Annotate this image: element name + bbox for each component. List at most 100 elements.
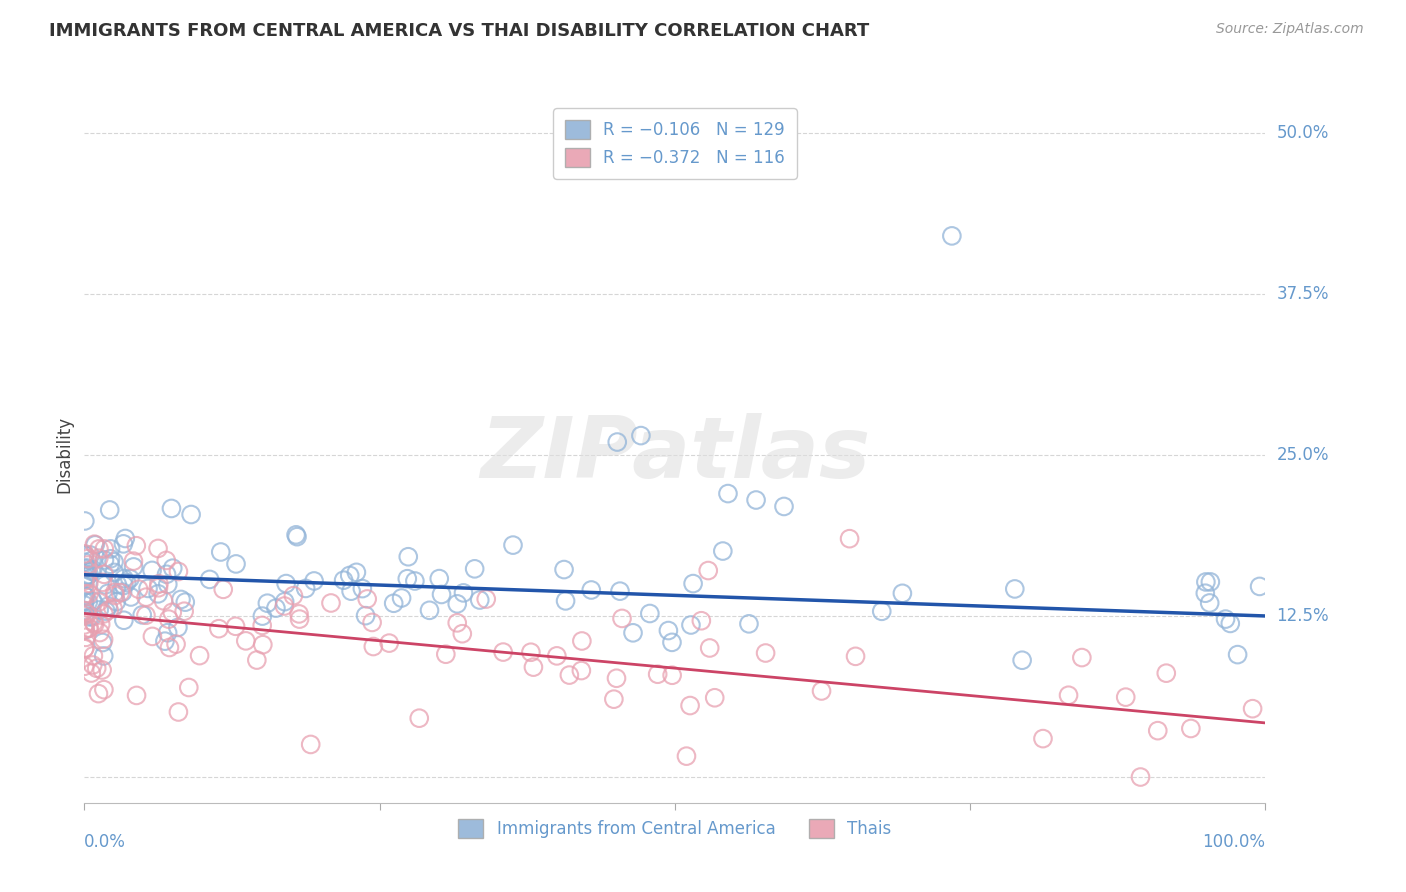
Point [87,687,110,701]
Point [1115,690,1137,705]
Point [250,618,273,632]
Point [717,486,740,500]
Text: 37.5%: 37.5% [1277,285,1329,303]
Point [657,624,679,638]
Point [97,599,120,614]
Point [378,636,401,650]
Point [91,575,114,590]
Point [104,585,127,599]
Point [135,590,157,604]
Point [118,572,141,586]
Point [198,573,221,587]
Point [93,607,115,621]
Point [122,560,145,574]
Point [101,601,124,615]
Point [558,668,581,682]
Point [141,629,163,643]
Point [75,631,97,645]
Point [1146,723,1168,738]
Point [76,568,98,582]
Point [173,604,195,618]
Point [699,640,721,655]
Point [605,671,627,685]
Point [446,597,468,611]
Point [73,547,96,561]
Point [87,551,110,566]
Point [110,585,132,599]
Point [73,589,96,603]
Point [738,616,761,631]
Point [131,607,153,622]
Point [93,567,115,582]
Point [225,619,247,633]
Point [93,632,115,647]
Point [391,591,413,605]
Point [208,622,231,636]
Point [492,645,515,659]
Point [112,613,135,627]
Point [152,593,174,607]
Point [73,608,96,623]
Point [430,587,453,601]
Point [89,625,111,640]
Point [82,594,104,608]
Point [167,705,190,719]
Point [1032,731,1054,746]
Point [711,544,734,558]
Point [77,567,100,582]
Point [94,604,117,618]
Point [844,649,866,664]
Point [1057,688,1080,702]
Point [79,548,101,562]
Text: 100.0%: 100.0% [1202,833,1265,851]
Point [73,604,96,618]
Point [273,599,295,613]
Point [73,641,96,656]
Point [188,648,211,663]
Point [870,604,893,618]
Point [98,603,121,617]
Point [89,603,111,617]
Point [810,684,832,698]
Point [77,622,100,636]
Point [76,558,98,572]
Point [418,603,440,617]
Point [285,528,308,542]
Point [603,692,626,706]
Point [157,612,180,626]
Point [105,577,128,591]
Point [86,661,108,675]
Point [675,749,697,764]
Point [160,501,183,516]
Point [302,574,325,588]
Point [80,666,103,681]
Point [79,621,101,635]
Point [344,566,367,580]
Point [125,689,148,703]
Point [146,541,169,556]
Point [1198,596,1220,610]
Point [690,614,713,628]
Point [77,551,100,566]
Point [209,545,232,559]
Text: Source: ZipAtlas.com: Source: ZipAtlas.com [1216,22,1364,37]
Point [73,659,96,673]
Point [569,664,592,678]
Point [630,428,652,442]
Point [682,576,704,591]
Point [73,579,96,593]
Point [73,640,96,655]
Point [177,681,200,695]
Point [82,657,104,672]
Point [73,561,96,575]
Point [679,618,702,632]
Point [77,576,100,591]
Point [246,653,269,667]
Point [1194,586,1216,600]
Point [264,601,287,615]
Point [274,576,297,591]
Point [340,584,363,599]
Point [235,633,257,648]
Point [610,611,633,625]
Point [82,562,104,576]
